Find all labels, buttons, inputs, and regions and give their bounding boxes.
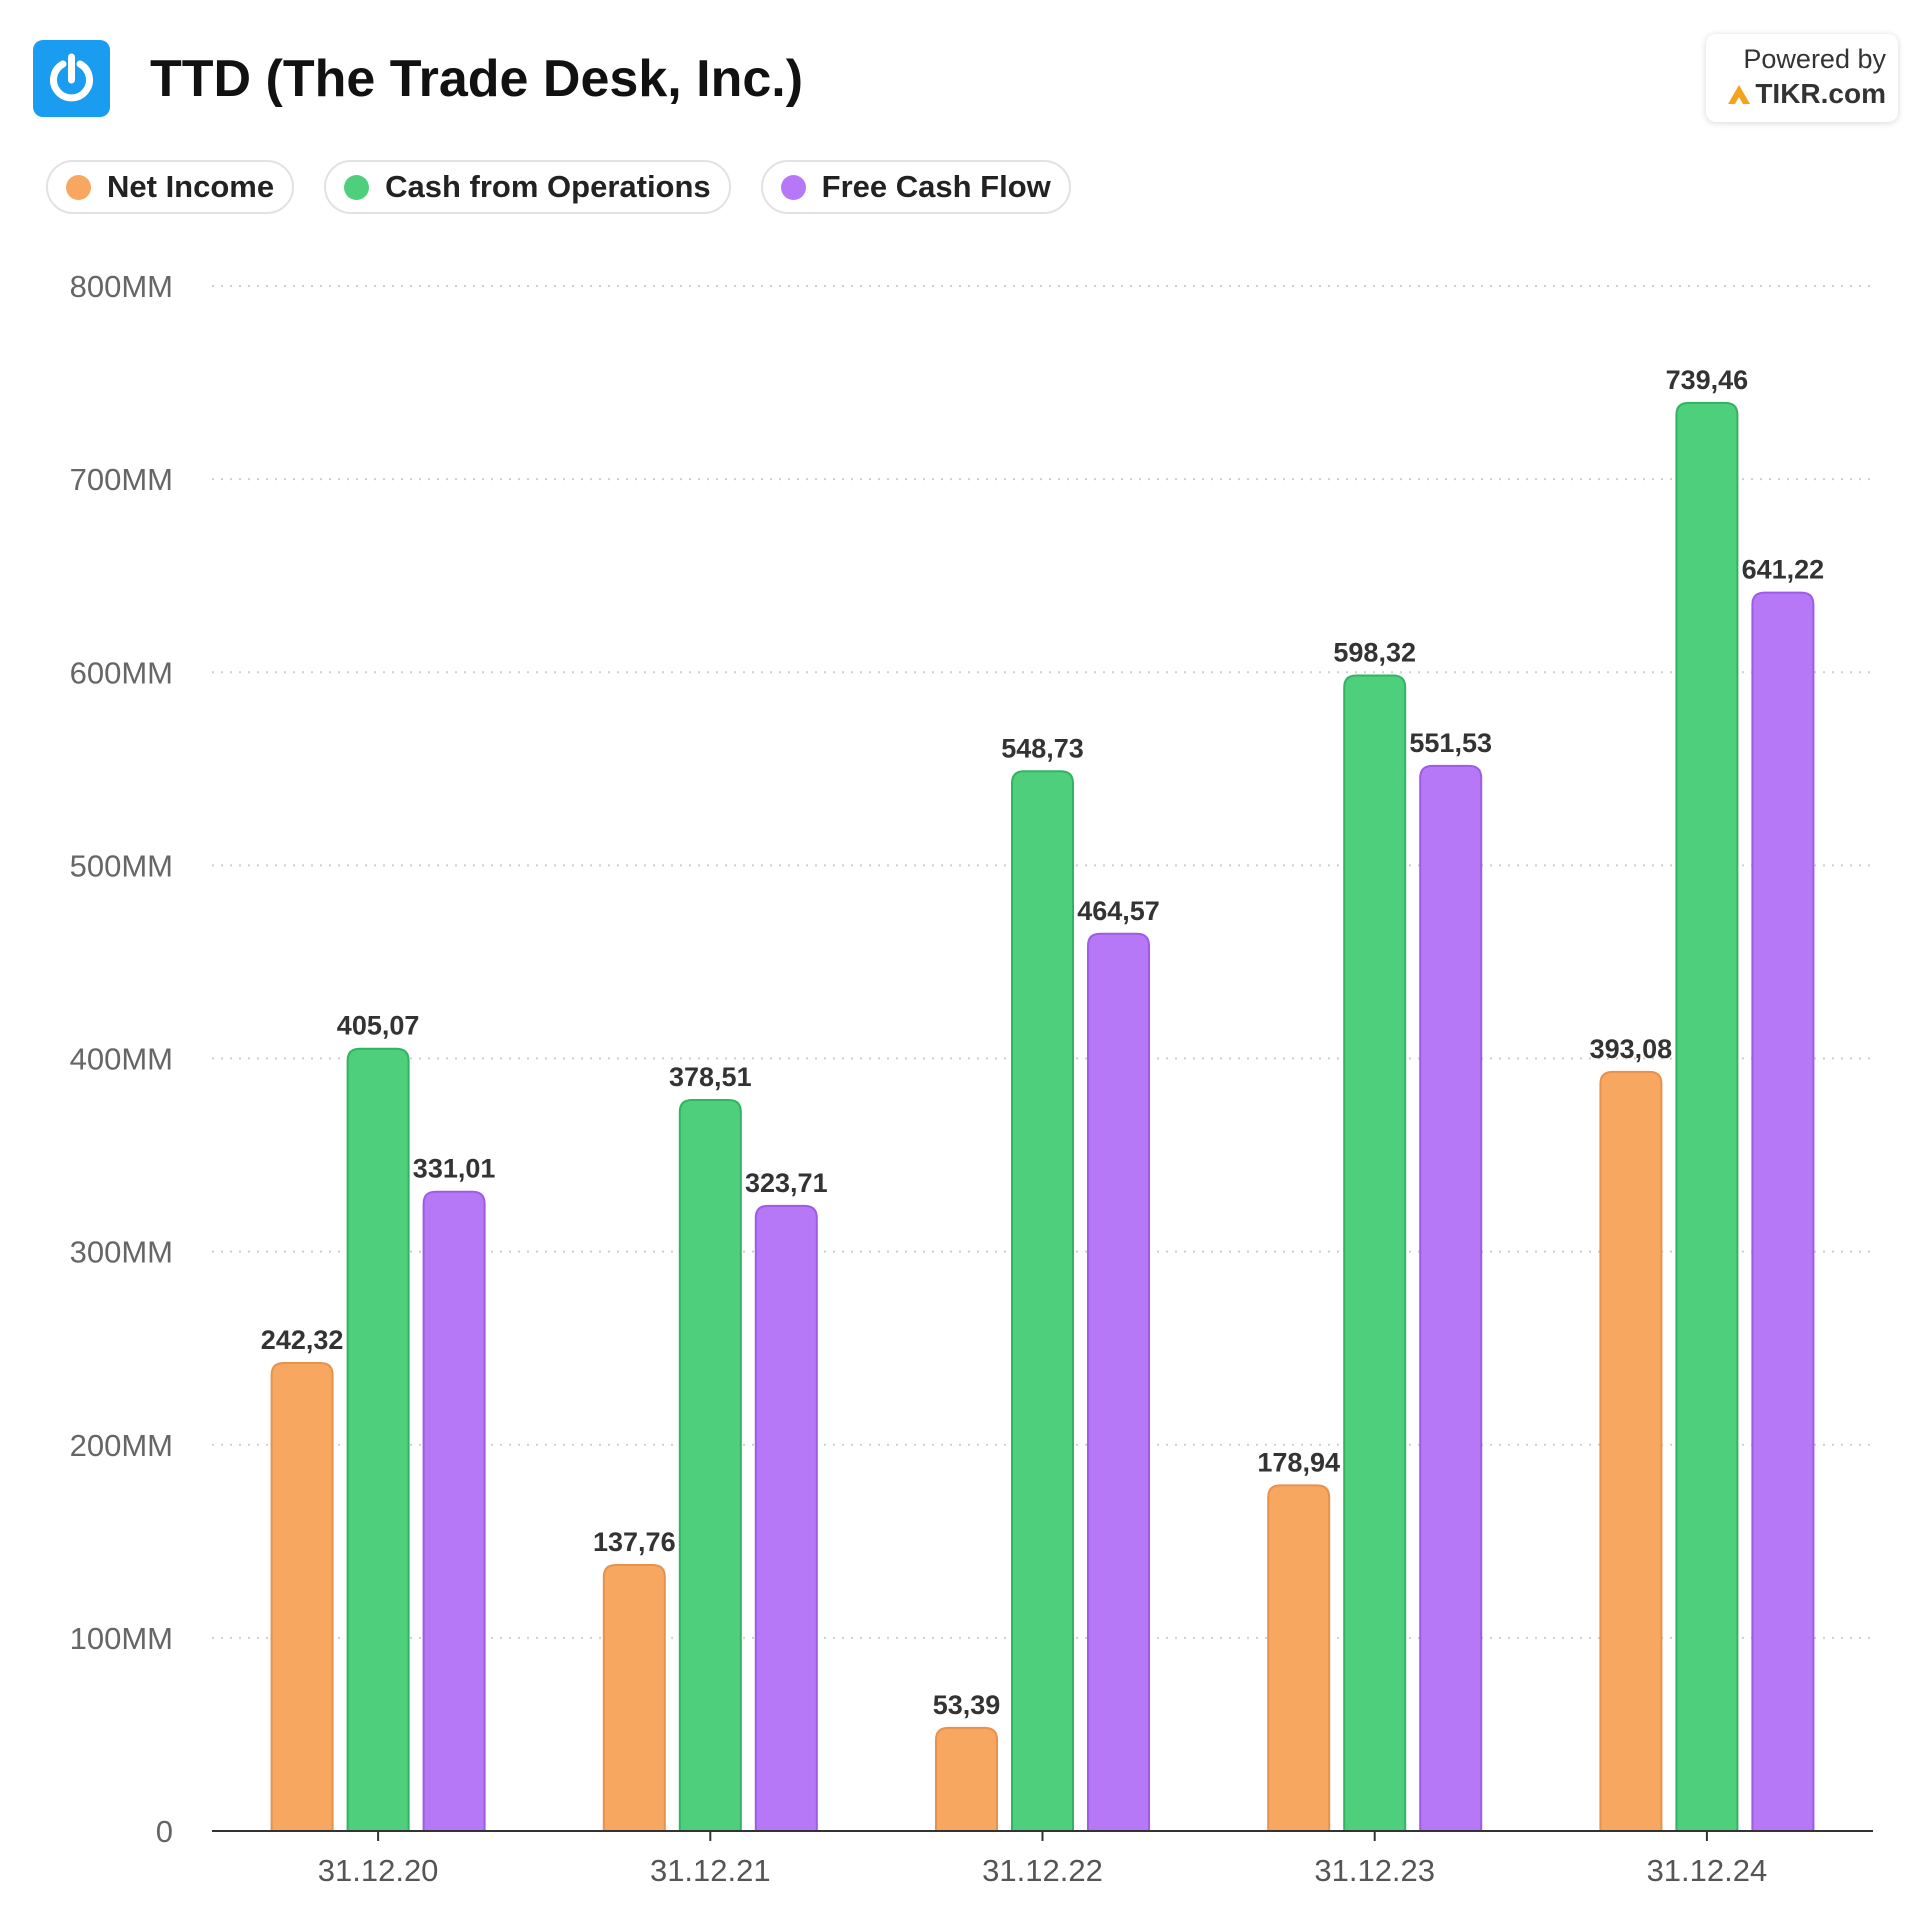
x-tick-label: 31.12.22 bbox=[982, 1853, 1103, 1888]
y-tick-label: 300MM bbox=[70, 1235, 173, 1270]
brand-name: TIKR.com bbox=[1755, 78, 1886, 109]
legend-dot-free-cash-flow bbox=[780, 174, 806, 200]
powered-by-label: Powered by bbox=[1743, 44, 1886, 74]
bar-free-cash-flow-31-12-20 bbox=[422, 1190, 486, 1832]
x-tick-label: 31.12.21 bbox=[650, 1853, 771, 1888]
data-label-free-cash-flow-31-12-20: 331,01 bbox=[413, 1154, 496, 1184]
brand-link[interactable]: TIKR.com bbox=[1726, 78, 1886, 110]
bar-cash-from-operations-31-12-24 bbox=[1675, 401, 1739, 1832]
bar-cash-from-operations-31-12-20 bbox=[346, 1047, 410, 1832]
bar-net-income-31-12-20 bbox=[270, 1362, 334, 1832]
y-tick-label: 400MM bbox=[70, 1042, 173, 1077]
bar-net-income-31-12-24 bbox=[1599, 1070, 1663, 1832]
y-tick-label: 700MM bbox=[70, 462, 173, 497]
y-tick-label: 100MM bbox=[70, 1621, 173, 1656]
legend-label-cash-from-operations: Cash from Operations bbox=[385, 169, 711, 204]
bar-net-income-31-12-21 bbox=[602, 1563, 666, 1832]
y-tick-label: 500MM bbox=[70, 848, 173, 883]
bar-net-income-31-12-23 bbox=[1267, 1484, 1331, 1832]
data-label-net-income-31-12-24: 393,08 bbox=[1590, 1034, 1673, 1064]
bar-cash-from-operations-31-12-23 bbox=[1343, 674, 1407, 1832]
legend-label-net-income: Net Income bbox=[107, 169, 275, 204]
y-tick-label: 600MM bbox=[70, 655, 173, 690]
chart-title: TTD (The Trade Desk, Inc.) bbox=[150, 50, 804, 108]
data-label-net-income-31-12-23: 178,94 bbox=[1257, 1447, 1340, 1477]
legend-label-free-cash-flow: Free Cash Flow bbox=[821, 169, 1051, 204]
bar-free-cash-flow-31-12-23 bbox=[1419, 764, 1483, 1832]
bar-free-cash-flow-31-12-21 bbox=[754, 1204, 818, 1832]
data-label-cash-from-operations-31-12-20: 405,07 bbox=[337, 1011, 420, 1041]
legend-dot-cash-from-operations bbox=[344, 174, 370, 200]
data-label-free-cash-flow-31-12-21: 323,71 bbox=[745, 1168, 828, 1198]
data-label-cash-from-operations-31-12-22: 548,73 bbox=[1001, 733, 1084, 763]
data-label-net-income-31-12-22: 53,39 bbox=[933, 1690, 1001, 1720]
power-icon bbox=[50, 53, 93, 102]
data-label-cash-from-operations-31-12-24: 739,46 bbox=[1666, 365, 1749, 395]
bar-cash-from-operations-31-12-22 bbox=[1011, 770, 1074, 1832]
chart-legend: Net Income Cash from Operations Free Cas… bbox=[46, 160, 1071, 218]
y-tick-label: 800MM bbox=[70, 269, 173, 304]
data-label-cash-from-operations-31-12-23: 598,32 bbox=[1333, 637, 1416, 667]
tikr-triangle-icon bbox=[1728, 85, 1751, 104]
y-tick-label: 0 bbox=[156, 1814, 173, 1849]
legend-dot-net-income bbox=[66, 174, 91, 200]
data-label-free-cash-flow-31-12-23: 551,53 bbox=[1409, 728, 1492, 758]
bar-cash-from-operations-31-12-21 bbox=[678, 1099, 742, 1832]
x-tick-label: 31.12.20 bbox=[318, 1853, 439, 1888]
data-label-cash-from-operations-31-12-21: 378,51 bbox=[669, 1062, 752, 1092]
bar-free-cash-flow-31-12-22 bbox=[1087, 932, 1150, 1832]
x-tick-label: 31.12.23 bbox=[1314, 1853, 1435, 1888]
bar-net-income-31-12-22 bbox=[935, 1726, 998, 1832]
y-tick-label: 200MM bbox=[70, 1428, 173, 1463]
x-tick-label: 31.12.24 bbox=[1647, 1853, 1768, 1888]
data-label-net-income-31-12-21: 137,76 bbox=[593, 1527, 676, 1557]
company-logo bbox=[33, 40, 110, 117]
data-label-free-cash-flow-31-12-22: 464,57 bbox=[1077, 896, 1160, 926]
bar-free-cash-flow-31-12-24 bbox=[1751, 591, 1815, 1832]
legend-item-cash-from-operations[interactable]: Cash from Operations bbox=[324, 160, 731, 214]
legend-item-net-income[interactable]: Net Income bbox=[46, 160, 295, 214]
data-label-free-cash-flow-31-12-24: 641,22 bbox=[1742, 555, 1825, 585]
powered-by-badge[interactable]: Powered by TIKR.com bbox=[1706, 34, 1898, 122]
data-label-net-income-31-12-20: 242,32 bbox=[261, 1325, 344, 1355]
legend-item-free-cash-flow[interactable]: Free Cash Flow bbox=[760, 160, 1071, 214]
